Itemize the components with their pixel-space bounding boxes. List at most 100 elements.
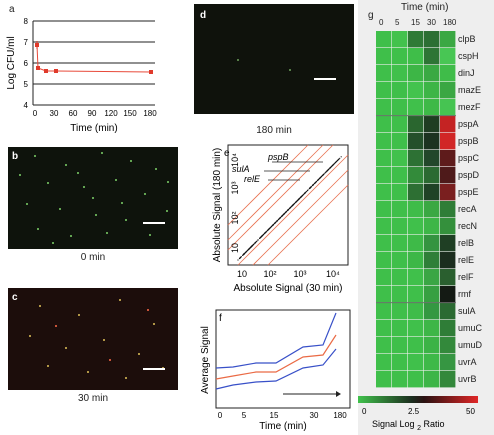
heatmap-cell: [440, 201, 456, 218]
heatmap-gene-label: mazE: [458, 85, 482, 95]
colorbar-label: Signal Log 2 Ratio: [372, 419, 445, 432]
heatmap-cell: [440, 167, 456, 184]
heatmap-gene-label: uvrB: [458, 374, 477, 384]
heatmap-gene-label: cspH: [458, 51, 479, 61]
heatmap-cell: [408, 167, 424, 184]
heatmap-gene-label: uvrA: [458, 357, 477, 367]
panel-e-xtick: 10²: [263, 269, 276, 279]
heatmap-time-label: 5: [395, 18, 400, 27]
panel-e-ytick: 10⁴: [230, 153, 240, 167]
heatmap-cell: [440, 48, 456, 65]
heatmap-gene-label: relE: [458, 255, 475, 265]
panel-e-xtick: 10³: [293, 269, 306, 279]
heatmap-cell: [424, 82, 440, 99]
heatmap-cell: [376, 99, 392, 116]
heatmap-cell: [440, 252, 456, 269]
heatmap-cell: [424, 201, 440, 218]
heatmap-cell: [440, 82, 456, 99]
panel-f-xtick: 5: [242, 411, 247, 420]
heatmap-cell: [392, 337, 408, 354]
panel-label-a: a: [9, 4, 15, 15]
micrograph-0min: b: [8, 147, 178, 249]
panel-e-xlabel: Absolute Signal (30 min): [234, 283, 343, 294]
heatmap-time-title: Time (min): [401, 2, 449, 13]
heatmap-gene-label: umuC: [458, 323, 483, 333]
micrograph-180min: d: [194, 4, 354, 114]
panel-e-ylabel: Absolute Signal (180 min): [212, 148, 223, 263]
heatmap-time-label: 180: [443, 18, 457, 27]
heatmap-cell: [440, 99, 456, 116]
caption-30min: 30 min: [77, 393, 108, 404]
heatmap-cell: [424, 116, 440, 133]
panel-a-xtick: 120: [104, 109, 118, 118]
heatmap-cell: [440, 133, 456, 150]
heatmap-cell: [440, 371, 456, 388]
heatmap-cell: [392, 201, 408, 218]
heatmap-gene-label: dinJ: [458, 68, 475, 78]
heatmap-colorbar: 0 2.5 50 Signal Log 2 Ratio: [358, 396, 478, 432]
heatmap-cell: [376, 269, 392, 286]
panel-a-xtick: 90: [88, 109, 97, 118]
heatmap-cell: [392, 167, 408, 184]
panel-e-xtick: 10⁴: [326, 269, 340, 279]
heatmap-cell: [440, 116, 456, 133]
heatmap-cell: [408, 133, 424, 150]
panel-f-chart: f 0 5 15 30 180 Time (min) Average Signa…: [200, 309, 351, 432]
heatmap-cell: [408, 65, 424, 82]
heatmap-cell: [392, 269, 408, 286]
panel-e-ytick: 10: [230, 243, 240, 253]
panel-a-chart: 4 5 6 7 8 0 30 60 90 120 150 180 Time (m…: [6, 17, 157, 134]
panel-e-xtick: 10: [237, 269, 247, 279]
heatmap-gene-label: pspE: [458, 187, 479, 197]
panel-f-xlabel: Time (min): [259, 421, 306, 432]
panel-e-points: [237, 156, 342, 261]
heatmap-cell: [392, 286, 408, 303]
panel-e-gene-label: relE: [244, 174, 261, 184]
panel-a-xtick: 30: [50, 109, 59, 118]
heatmap-cell: [408, 320, 424, 337]
heatmap-cell: [408, 150, 424, 167]
heatmap-cell: [376, 201, 392, 218]
panel-a-ytick: 6: [24, 59, 29, 68]
colorbar-tick-high: 50: [466, 407, 475, 416]
heatmap-cell: [392, 82, 408, 99]
heatmap-cell: [408, 303, 424, 320]
caption-0min: 0 min: [80, 252, 106, 263]
heatmap-cell: [424, 65, 440, 82]
heatmap-cell: [376, 303, 392, 320]
colorbar-tick-mid: 2.5: [408, 407, 420, 416]
heatmap-cell: [424, 354, 440, 371]
panel-f-ylabel: Average Signal: [200, 326, 211, 394]
heatmap-cell: [408, 371, 424, 388]
heatmap-cell: [376, 337, 392, 354]
heatmap-cell: [392, 218, 408, 235]
panel-f-xtick: 180: [333, 411, 347, 420]
heatmap-cell: [424, 286, 440, 303]
heatmap-cell: [424, 252, 440, 269]
heatmap-grid: [376, 31, 456, 388]
heatmap-cell: [408, 201, 424, 218]
heatmap-cell: [424, 31, 440, 48]
heatmap-cell: [408, 354, 424, 371]
heatmap-cell: [408, 116, 424, 133]
heatmap-cell: [408, 184, 424, 201]
heatmap-cell: [392, 184, 408, 201]
panel-e-ytick: 10³: [230, 181, 240, 194]
heatmap-cell: [440, 218, 456, 235]
heatmap-cell: [408, 31, 424, 48]
heatmap-cell: [424, 150, 440, 167]
heatmap-cell: [424, 337, 440, 354]
heatmap-cell: [376, 31, 392, 48]
heatmap-cell: [376, 184, 392, 201]
heatmap-cell: [376, 133, 392, 150]
panel-a-ylabel: Log CFU/ml: [6, 36, 17, 89]
heatmap-cell: [392, 320, 408, 337]
panel-f-xtick: 0: [218, 411, 223, 420]
heatmap-time-label: 30: [427, 18, 436, 27]
heatmap-cell: [376, 65, 392, 82]
panel-a-point: [149, 70, 153, 74]
panel-label-b: b: [12, 151, 19, 162]
heatmap-cell: [424, 371, 440, 388]
heatmap-cell: [440, 235, 456, 252]
heatmap-cell: [440, 303, 456, 320]
